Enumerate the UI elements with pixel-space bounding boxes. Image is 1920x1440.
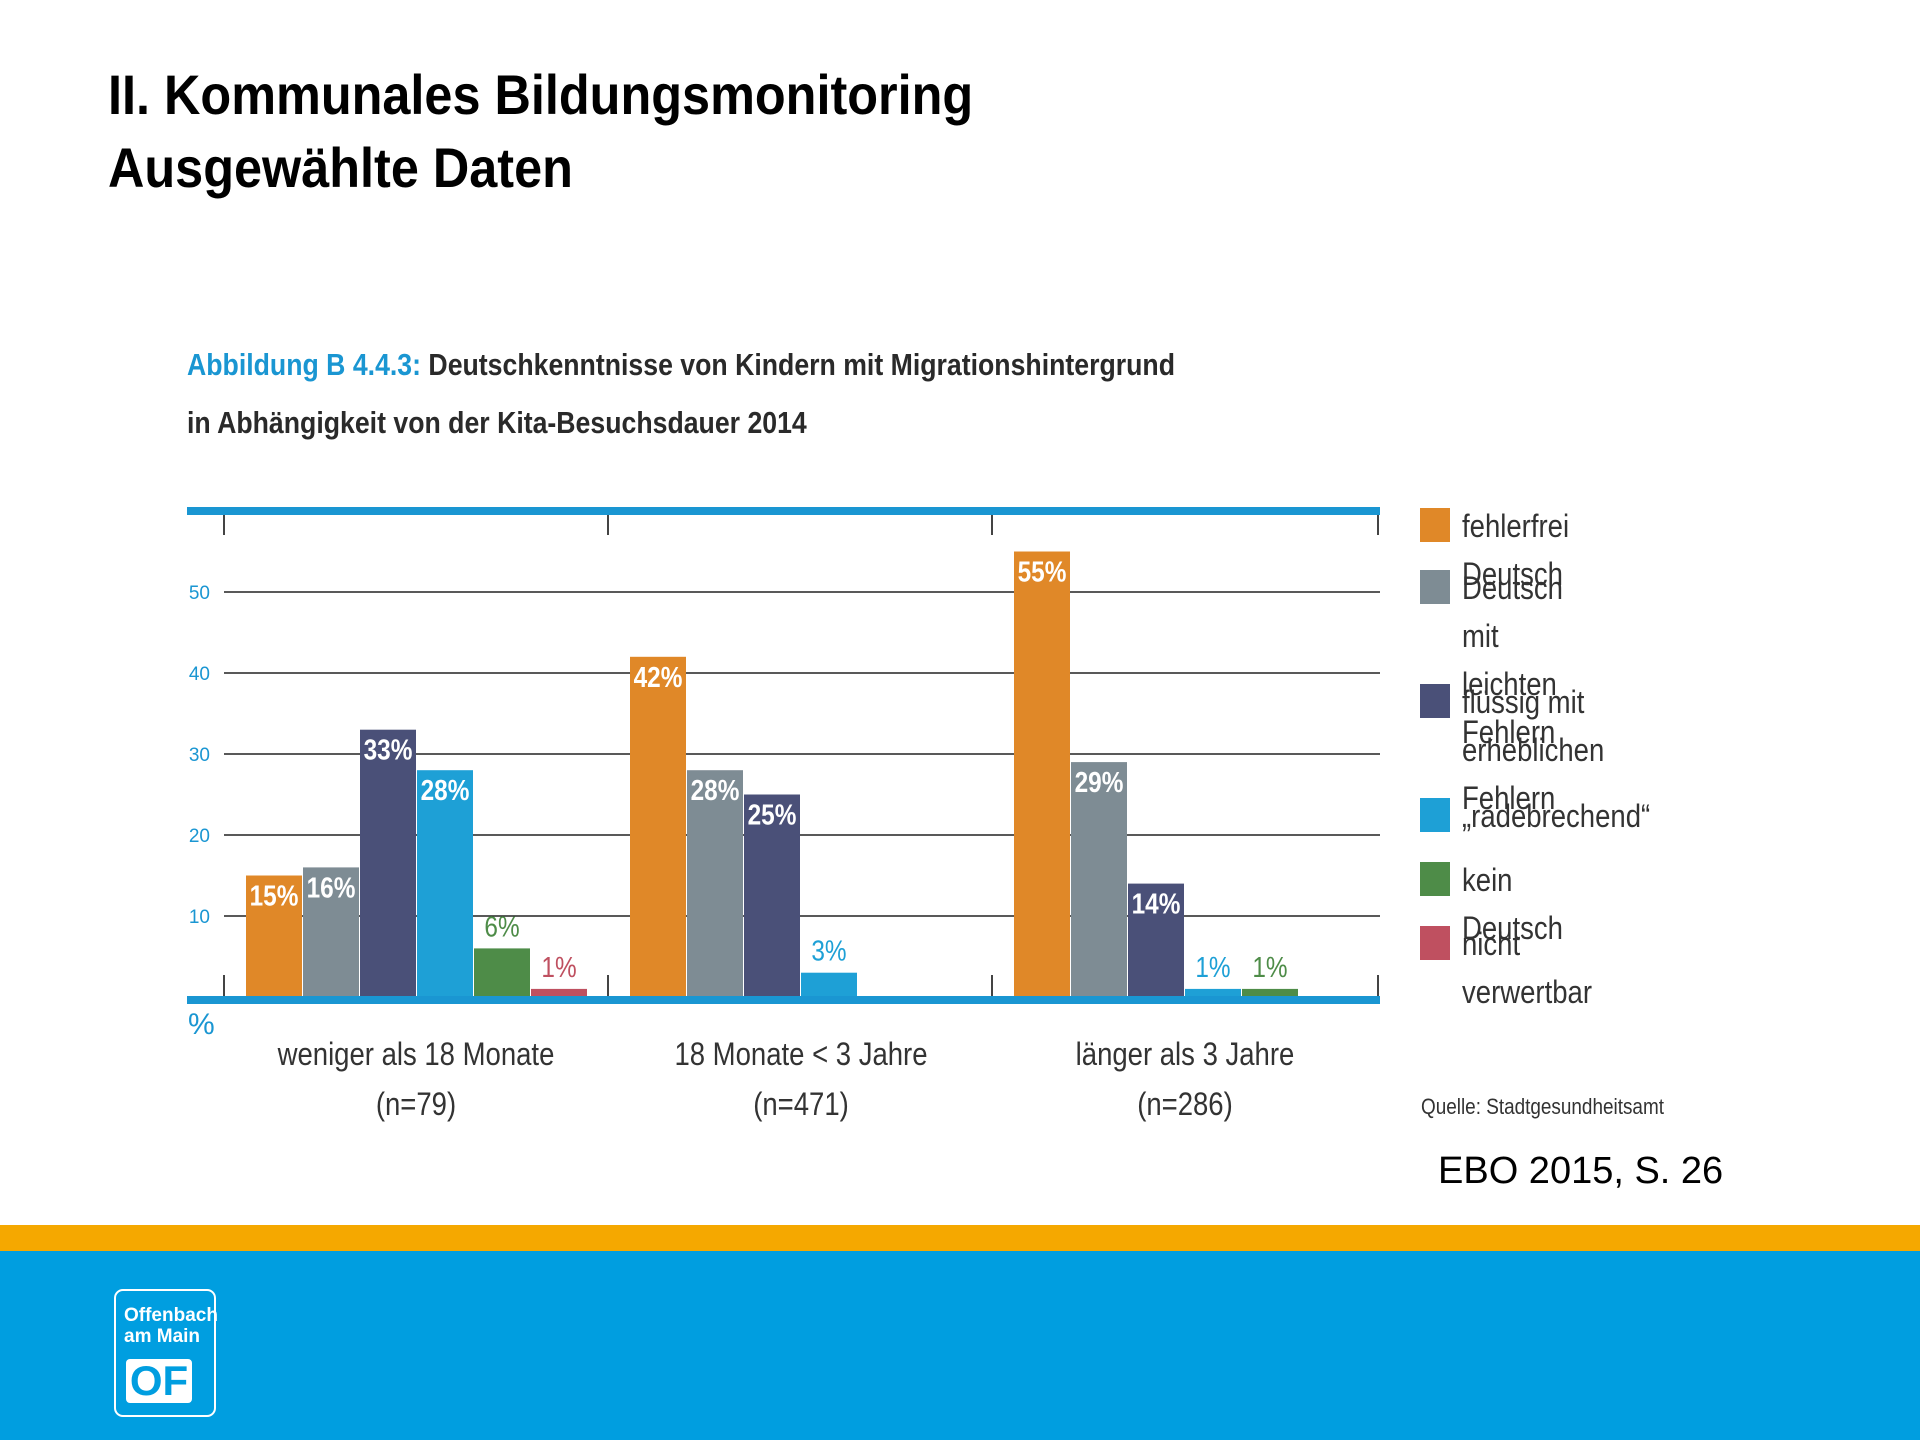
bar xyxy=(1128,883,1184,997)
x-category-label: 18 Monate < 3 Jahre xyxy=(674,1037,927,1072)
bar-data-label: 6% xyxy=(484,910,519,942)
bar-data-label: 15% xyxy=(250,880,299,912)
legend-label: kein Deutsch xyxy=(1462,862,1563,946)
bar xyxy=(630,656,686,997)
offenbach-logo: Offenbach am Main OF xyxy=(114,1289,218,1417)
bar xyxy=(360,729,416,997)
legend-label: Deutsch mit leichten Fehlern xyxy=(1462,570,1563,750)
bar xyxy=(687,770,743,997)
figure-label: Abbildung B 4.4.3: xyxy=(187,347,422,382)
bar xyxy=(801,972,857,997)
bar-data-label: 1% xyxy=(1252,951,1287,983)
bar-data-label: 25% xyxy=(748,799,797,831)
legend-label: nicht verwertbar xyxy=(1462,926,1592,1010)
logo-mark: OF xyxy=(126,1359,192,1403)
figure-title-line-1: Abbildung B 4.4.3: Deutschkenntnisse von… xyxy=(187,336,1175,394)
footer-orange-stripe xyxy=(0,1225,1920,1251)
legend-label: „radebrechend“ xyxy=(1462,798,1651,834)
bar xyxy=(246,875,302,997)
legend-swatch xyxy=(1420,684,1450,718)
bar-data-label: 3% xyxy=(811,935,846,967)
bar-data-label: 29% xyxy=(1075,766,1124,798)
bar-data-label: 16% xyxy=(307,871,356,903)
x-category-label: länger als 3 Jahre xyxy=(1076,1037,1295,1072)
bar xyxy=(1071,762,1127,997)
y-tick-label: 10 xyxy=(189,907,210,928)
slide-title-line-2: Ausgewählte Daten xyxy=(108,136,573,199)
logo-text: Offenbach am Main xyxy=(124,1305,218,1347)
bar xyxy=(531,988,587,997)
slide-title-line-1: II. Kommunales Bildungsmonitoring xyxy=(108,63,974,126)
x-category-n: (n=79) xyxy=(376,1087,456,1122)
y-tick-label: 30 xyxy=(189,745,210,766)
legend-swatch xyxy=(1420,926,1450,960)
citation: EBO 2015, S. 26 xyxy=(1438,1150,1724,1192)
y-tick-label: 40 xyxy=(189,664,210,685)
bar xyxy=(417,770,473,997)
x-category-n: (n=471) xyxy=(753,1087,849,1122)
bar xyxy=(744,794,800,997)
bar-data-label: 28% xyxy=(421,774,470,806)
legend-label: flüssig mit erheblichen Fehlern xyxy=(1462,684,1605,816)
bar xyxy=(1242,988,1298,997)
bar-data-label: 1% xyxy=(1195,951,1230,983)
figure-title-text: Deutschkenntnisse von Kindern mit Migrat… xyxy=(421,347,1175,382)
bar xyxy=(1014,551,1070,997)
bar xyxy=(1185,988,1241,997)
bar-data-label: 42% xyxy=(634,661,683,693)
bar-data-label: 1% xyxy=(541,951,576,983)
x-category-label: weniger als 18 Monate xyxy=(277,1037,555,1072)
bar xyxy=(303,867,359,997)
legend-label: fehlerfrei Deutsch xyxy=(1462,508,1570,592)
source-note: Quelle: Stadtgesundheitsamt xyxy=(1421,1094,1664,1119)
figure-title-line-2: in Abhängigkeit von der Kita-Besuchsdaue… xyxy=(187,405,807,440)
y-tick-label: 50 xyxy=(189,583,210,604)
footer-blue-band xyxy=(0,1251,1920,1440)
slide-title: II. Kommunales Bildungsmonitoring Ausgew… xyxy=(108,58,973,204)
legend-swatch xyxy=(1420,862,1450,896)
bar-data-label: 33% xyxy=(364,734,413,766)
x-category-n: (n=286) xyxy=(1137,1087,1233,1122)
legend-swatch xyxy=(1420,508,1450,542)
bar xyxy=(474,948,530,997)
bar-data-label: 14% xyxy=(1132,888,1181,920)
figure-title: Abbildung B 4.4.3: Deutschkenntnisse von… xyxy=(187,336,1175,452)
legend-swatch xyxy=(1420,798,1450,832)
bar-data-label: 28% xyxy=(691,774,740,806)
bar-data-label: 55% xyxy=(1018,556,1067,588)
y-axis-label: % xyxy=(188,1008,215,1041)
legend-swatch xyxy=(1420,570,1450,604)
y-tick-label: 20 xyxy=(189,826,210,847)
